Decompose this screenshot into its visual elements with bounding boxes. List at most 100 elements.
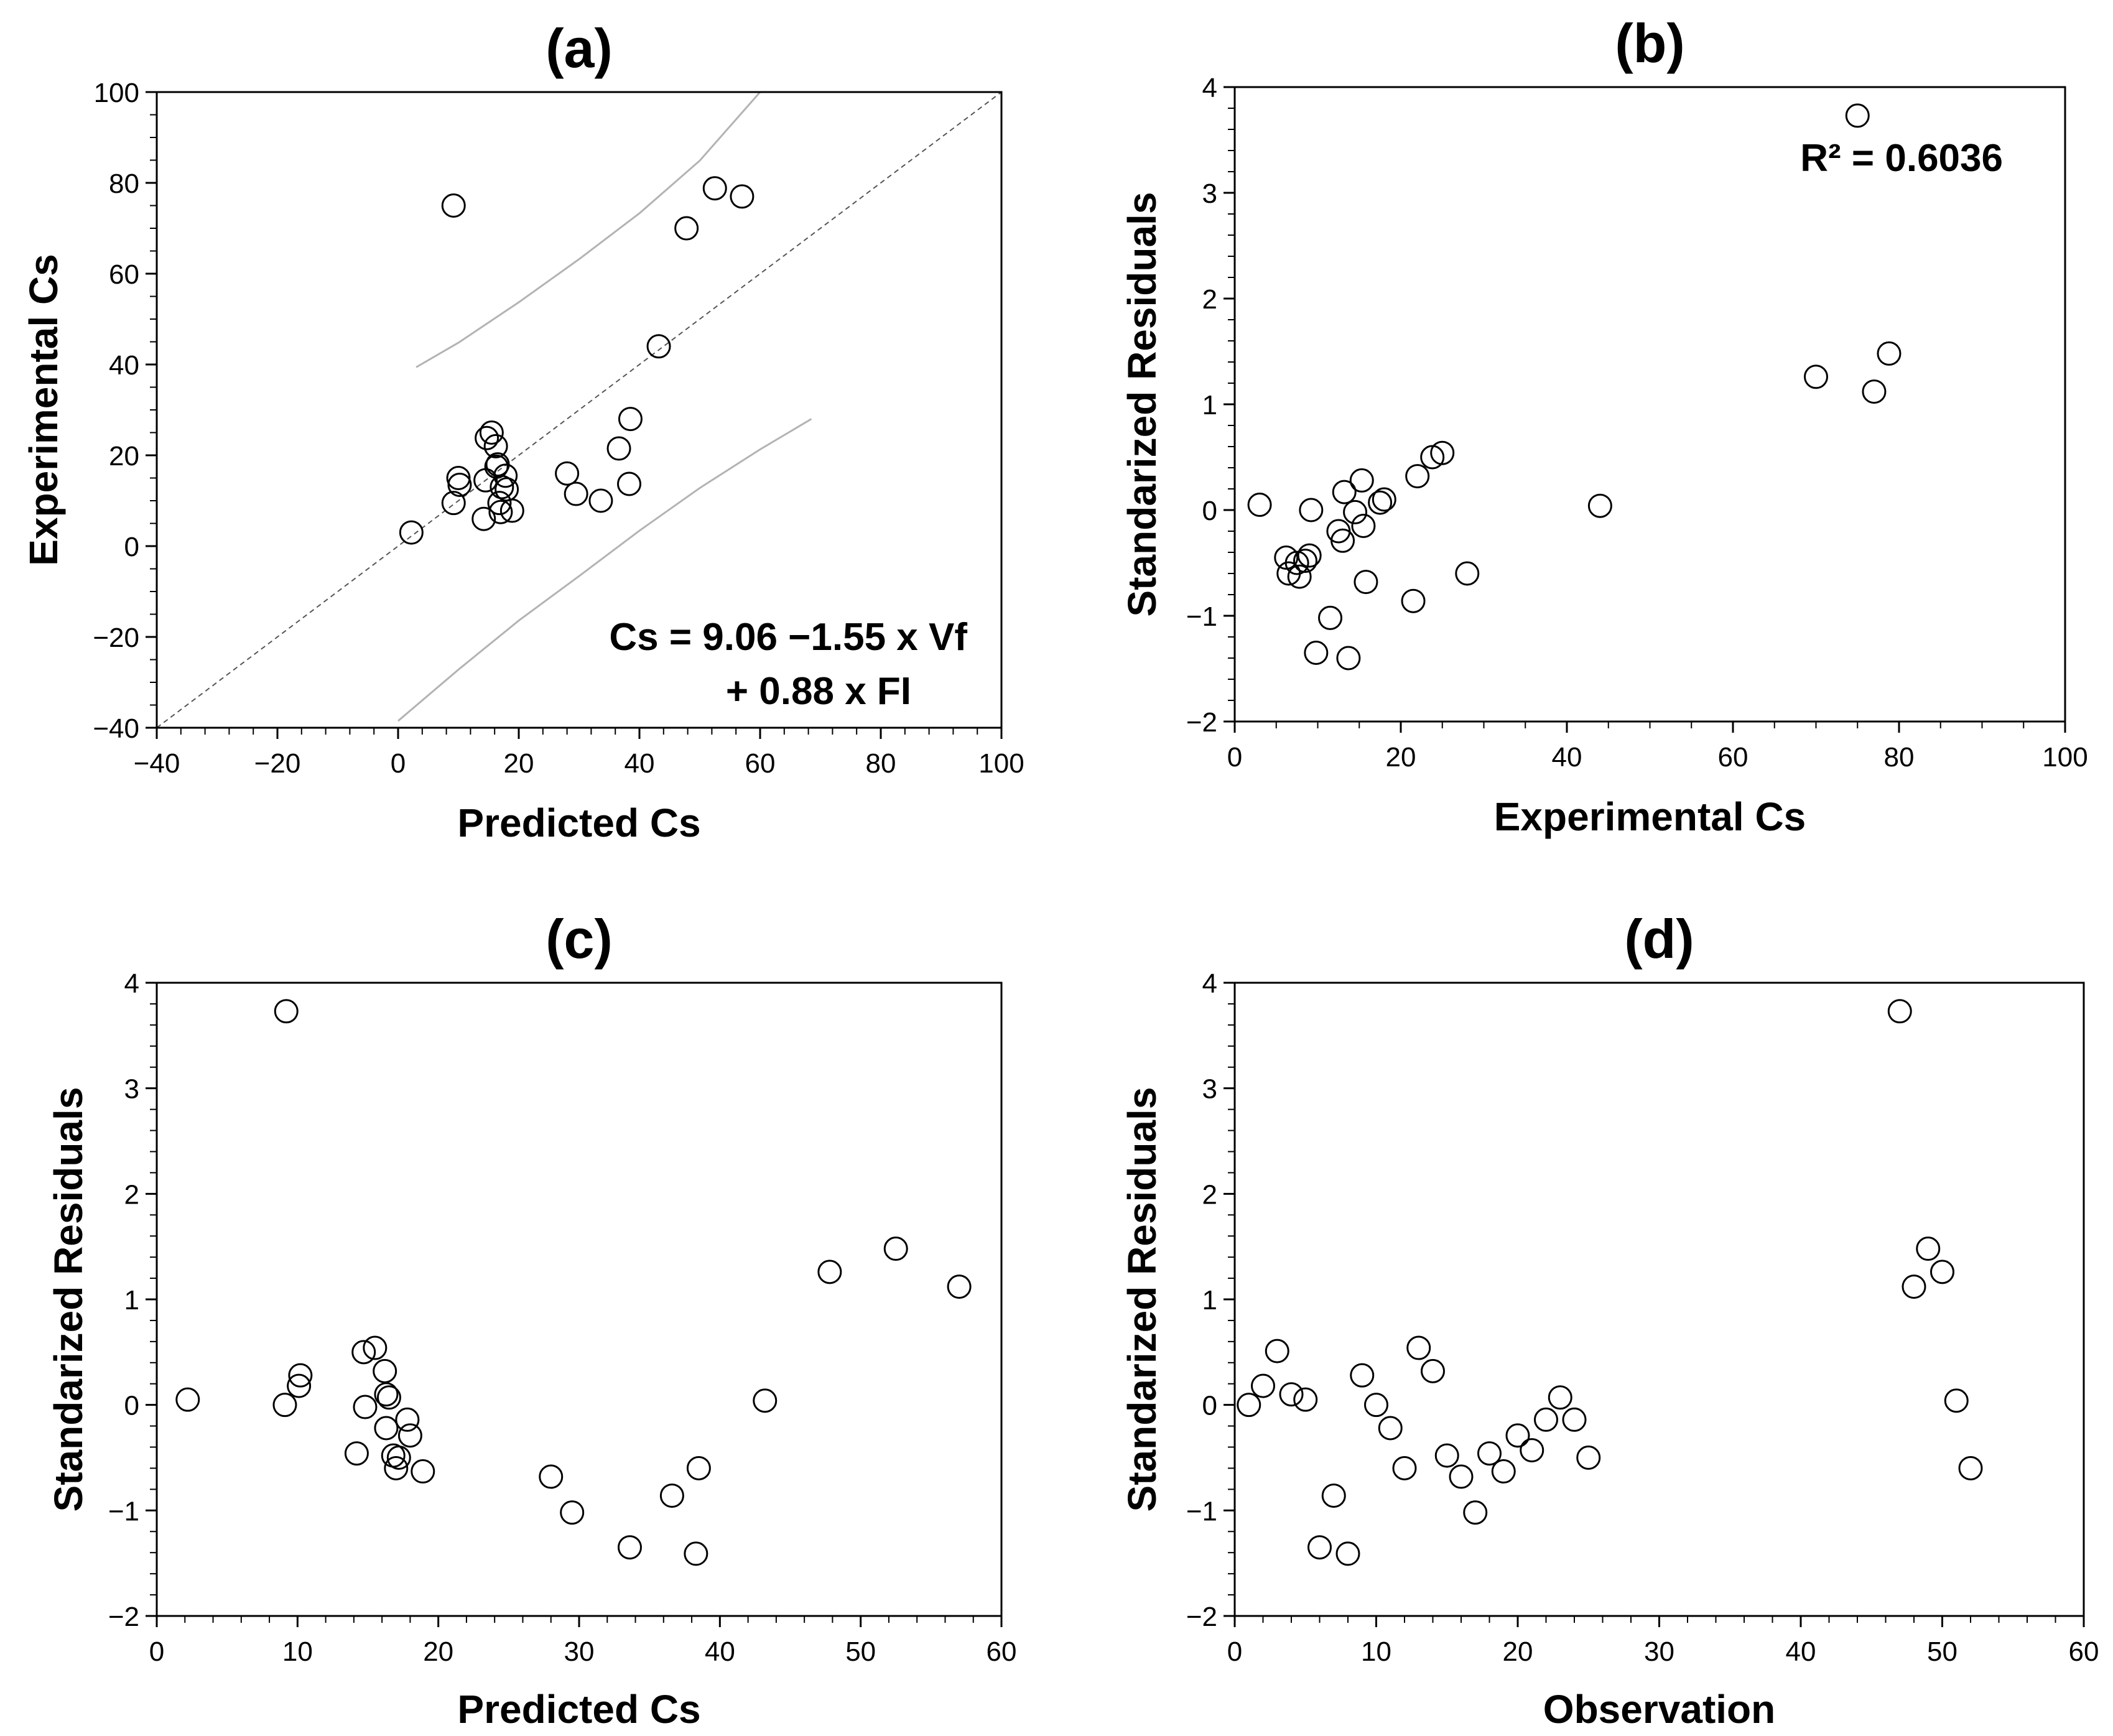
panel-b-x-tick-label: 100: [2042, 742, 2087, 773]
panel-a-data-point: [490, 475, 514, 499]
panel-c-data-point: [374, 1416, 399, 1441]
panel-a-y-tick-label: 20: [109, 441, 139, 471]
panel-d-data-point: [1887, 999, 1912, 1024]
panel-a-y-axis-label: Experimental Cs: [21, 254, 66, 566]
panel-b-data-point: [1318, 605, 1343, 630]
panel-c-x-tick-label: 0: [149, 1636, 164, 1667]
panel-c-data-point: [617, 1535, 642, 1560]
panel-a-data-point: [702, 176, 727, 201]
panel-a-annotation: Cs = 9.06 −1.55 x Vf: [609, 616, 967, 659]
panel-a-y-tick-label: 0: [124, 532, 139, 562]
panel-c-data-point: [374, 1382, 399, 1407]
panel-d-data-point: [1392, 1455, 1417, 1480]
panel-c-data-point: [274, 999, 299, 1024]
panel-c-data-point: [272, 1393, 297, 1418]
panel-d-x-tick-label: 20: [1503, 1636, 1533, 1667]
panel-c-y-tick-label: 3: [124, 1074, 139, 1105]
panel-c-data-point: [288, 1363, 313, 1388]
panel-d-data-point: [1902, 1274, 1926, 1299]
panel-d-data-point: [1491, 1459, 1516, 1484]
panel-b-data-point: [1297, 543, 1322, 568]
panel-d-data-point: [1279, 1382, 1304, 1407]
panel-d-data-point: [1576, 1446, 1601, 1470]
panel-c-data-point: [411, 1459, 435, 1484]
panel-c-y-axis-label: Standarized Residuals: [46, 1087, 91, 1512]
panel-b-y-tick-label: 3: [1202, 179, 1217, 209]
panel-b-plot-frame: [1233, 86, 2066, 723]
panel-a-y-tick-label: 60: [109, 259, 139, 290]
panel-c: (c) 0 10 20 30 40 50 60 −2 −1 0 1 2 3 4 Predicted Cs Sta…: [46, 908, 1016, 1732]
panel-a-y-tick-label: 100: [94, 78, 139, 108]
panel-c-y-tick-label: 4: [124, 968, 139, 999]
panel-d-plot-frame: [1233, 982, 2085, 1617]
panel-b-data-point: [1304, 641, 1329, 665]
panel-a-x-tick-label: −40: [134, 748, 180, 779]
panel-d-data-point: [1307, 1535, 1332, 1560]
panel-d-data-point: [1335, 1541, 1360, 1566]
panel-c-data-point: [947, 1274, 972, 1299]
panel-b-data-point: [1862, 379, 1887, 404]
panel-b-data-point: [1287, 564, 1312, 589]
panel-d-data-point: [1421, 1358, 1445, 1383]
panel-d-data-point: [1548, 1385, 1572, 1410]
panel-c-data-point: [384, 1455, 409, 1480]
panel-b-data-point: [1299, 498, 1324, 522]
panel-b-data-point: [1343, 499, 1368, 524]
panel-d-y-tick-label: 4: [1202, 968, 1217, 999]
panel-c-x-tick-label: 10: [282, 1636, 313, 1667]
panel-d-data-point: [1406, 1335, 1431, 1360]
panel-d-data-point: [1930, 1260, 1954, 1284]
panel-b-data-point: [1336, 646, 1361, 671]
panel-b-data-point: [1247, 493, 1272, 517]
panel-a-x-tick-label: 100: [978, 748, 1024, 779]
panel-c-x-axis-label: Predicted Cs: [457, 1687, 700, 1732]
panel-c-x-tick-label: 20: [423, 1636, 453, 1667]
panel-d-data-point: [1477, 1441, 1502, 1466]
panel-b-y-tick-label: −2: [1186, 707, 1217, 738]
panel-a-x-axis-label: Predicted Cs: [457, 801, 700, 845]
panel-c-y-tick-label: 2: [124, 1179, 139, 1210]
panel-a-upper-bound: [416, 91, 761, 368]
panel-c-y-tick-label: 1: [124, 1285, 139, 1316]
panel-c-data-point: [376, 1385, 401, 1410]
panel-d-data-point: [1449, 1464, 1474, 1489]
panel-d-data-point: [1251, 1373, 1275, 1398]
panel-b-x-tick-label: 40: [1552, 742, 1582, 773]
panel-b-data-point: [1877, 341, 1902, 366]
panel-d-x-tick-label: 60: [2069, 1636, 2099, 1667]
panel-d-x-tick-label: 40: [1786, 1636, 1816, 1667]
panel-c-data-point: [659, 1483, 684, 1508]
panel-a-data-point: [606, 436, 631, 461]
panel-a-data-point: [484, 454, 509, 479]
panel-d-y-tick-label: −1: [1186, 1496, 1217, 1526]
panel-b-data-point: [1274, 545, 1299, 570]
panel-d-y-tick-label: 2: [1202, 1179, 1217, 1210]
panel-b-data-point: [1372, 487, 1396, 512]
panel-b-y-tick-label: 1: [1202, 390, 1217, 420]
panel-d-data-point: [1321, 1483, 1346, 1508]
panel-a-data-point: [399, 520, 424, 545]
panel-a-data-point: [471, 506, 496, 531]
panel-d-data-point: [1916, 1237, 1941, 1261]
panel-c-data-point: [686, 1455, 711, 1480]
panel-d-x-tick-label: 50: [1927, 1636, 1957, 1667]
panel-d-data-point: [1293, 1387, 1318, 1412]
panel-c-x-tick-label: 40: [705, 1636, 735, 1667]
panel-c-data-point: [353, 1395, 378, 1419]
panel-c-data-point: [344, 1441, 369, 1466]
panel-b-x-tick-label: 0: [1227, 742, 1242, 773]
panel-d-y-tick-label: 0: [1202, 1391, 1217, 1421]
panel-b-data-point: [1804, 364, 1828, 389]
panel-a-data-point: [730, 184, 755, 209]
panel-d-y-tick-label: 3: [1202, 1074, 1217, 1105]
panel-a-data-point: [483, 434, 508, 458]
panel-b-x-tick-label: 60: [1718, 742, 1748, 773]
panel-c-data-point: [883, 1237, 908, 1261]
panel-d-x-tick-label: 30: [1644, 1636, 1674, 1667]
panel-c-data-point: [684, 1541, 708, 1566]
panel-c-x-tick-label: 60: [987, 1636, 1017, 1667]
panel-b-data-point: [1845, 103, 1870, 128]
panel-b-data-point: [1420, 445, 1445, 470]
panel-a-y-tick-label: 40: [109, 350, 139, 381]
